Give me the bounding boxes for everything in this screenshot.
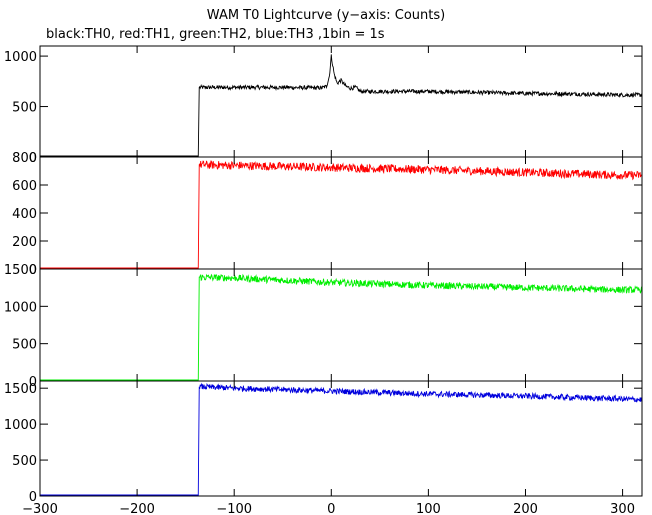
y-tick-label: 400 — [12, 207, 37, 222]
series-line-th3 — [40, 382, 643, 496]
y-tick-label: 1000 — [4, 50, 37, 65]
y-tick-label: 200 — [12, 235, 37, 250]
x-tick-label: −300 — [22, 502, 58, 515]
x-tick-label: −200 — [119, 502, 155, 515]
y-tick-label: 800 — [12, 151, 37, 166]
y-tick-label: 1500 — [4, 263, 37, 278]
panel-frame — [39, 380, 643, 497]
y-tick-label: 0 — [29, 151, 37, 166]
series-line-th2 — [40, 273, 643, 381]
y-tick-label: 0 — [29, 490, 37, 505]
y-tick-label: 500 — [12, 101, 37, 116]
y-tick-label: 600 — [12, 179, 37, 194]
x-tick-label: −100 — [216, 502, 252, 515]
series-line-th1 — [40, 160, 643, 269]
y-tick-label: 500 — [12, 454, 37, 469]
x-tick-label: 200 — [513, 502, 538, 515]
panel-frame — [39, 268, 643, 382]
x-tick-label: 0 — [327, 502, 335, 515]
panel-frame — [39, 45, 643, 158]
y-tick-label: 1500 — [4, 382, 37, 397]
x-tick-label: 300 — [610, 502, 635, 515]
y-tick-label: 1000 — [4, 418, 37, 433]
y-tick-label: 1000 — [4, 300, 37, 315]
chart-subtitle: black:TH0, red:TH1, green:TH2, blue:TH3 … — [46, 27, 385, 42]
x-tick-label: 100 — [416, 502, 441, 515]
series-line-th0 — [40, 54, 643, 157]
y-tick-label: 0 — [29, 375, 37, 390]
y-tick-label: 500 — [12, 338, 37, 353]
y-tick-label: 0 — [29, 263, 37, 278]
chart-title: WAM T0 Lightcurve (y−axis: Counts) — [206, 8, 446, 23]
